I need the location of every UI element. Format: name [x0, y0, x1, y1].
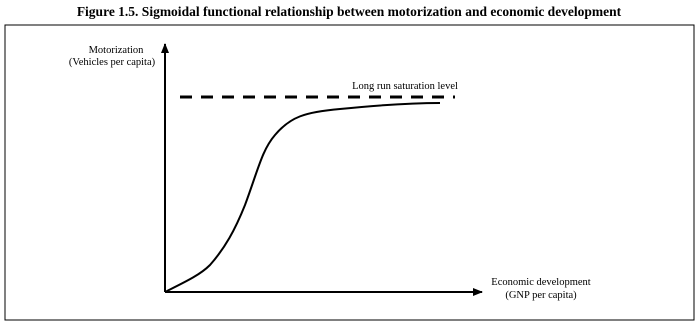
frame [4, 24, 695, 321]
x-axis-unit: (GNP per capita) [505, 290, 577, 301]
annotation: Long run saturation level [352, 81, 458, 92]
y-axis-label: Motorization [89, 45, 145, 56]
y-axis-unit: (Vehicles per capita) [69, 57, 156, 68]
sigmoid-curve [164, 102, 441, 293]
x-axis-label: Economic development [491, 277, 591, 288]
figure-title: Figure 1.5. Sigmoidal functional relatio… [77, 4, 622, 19]
